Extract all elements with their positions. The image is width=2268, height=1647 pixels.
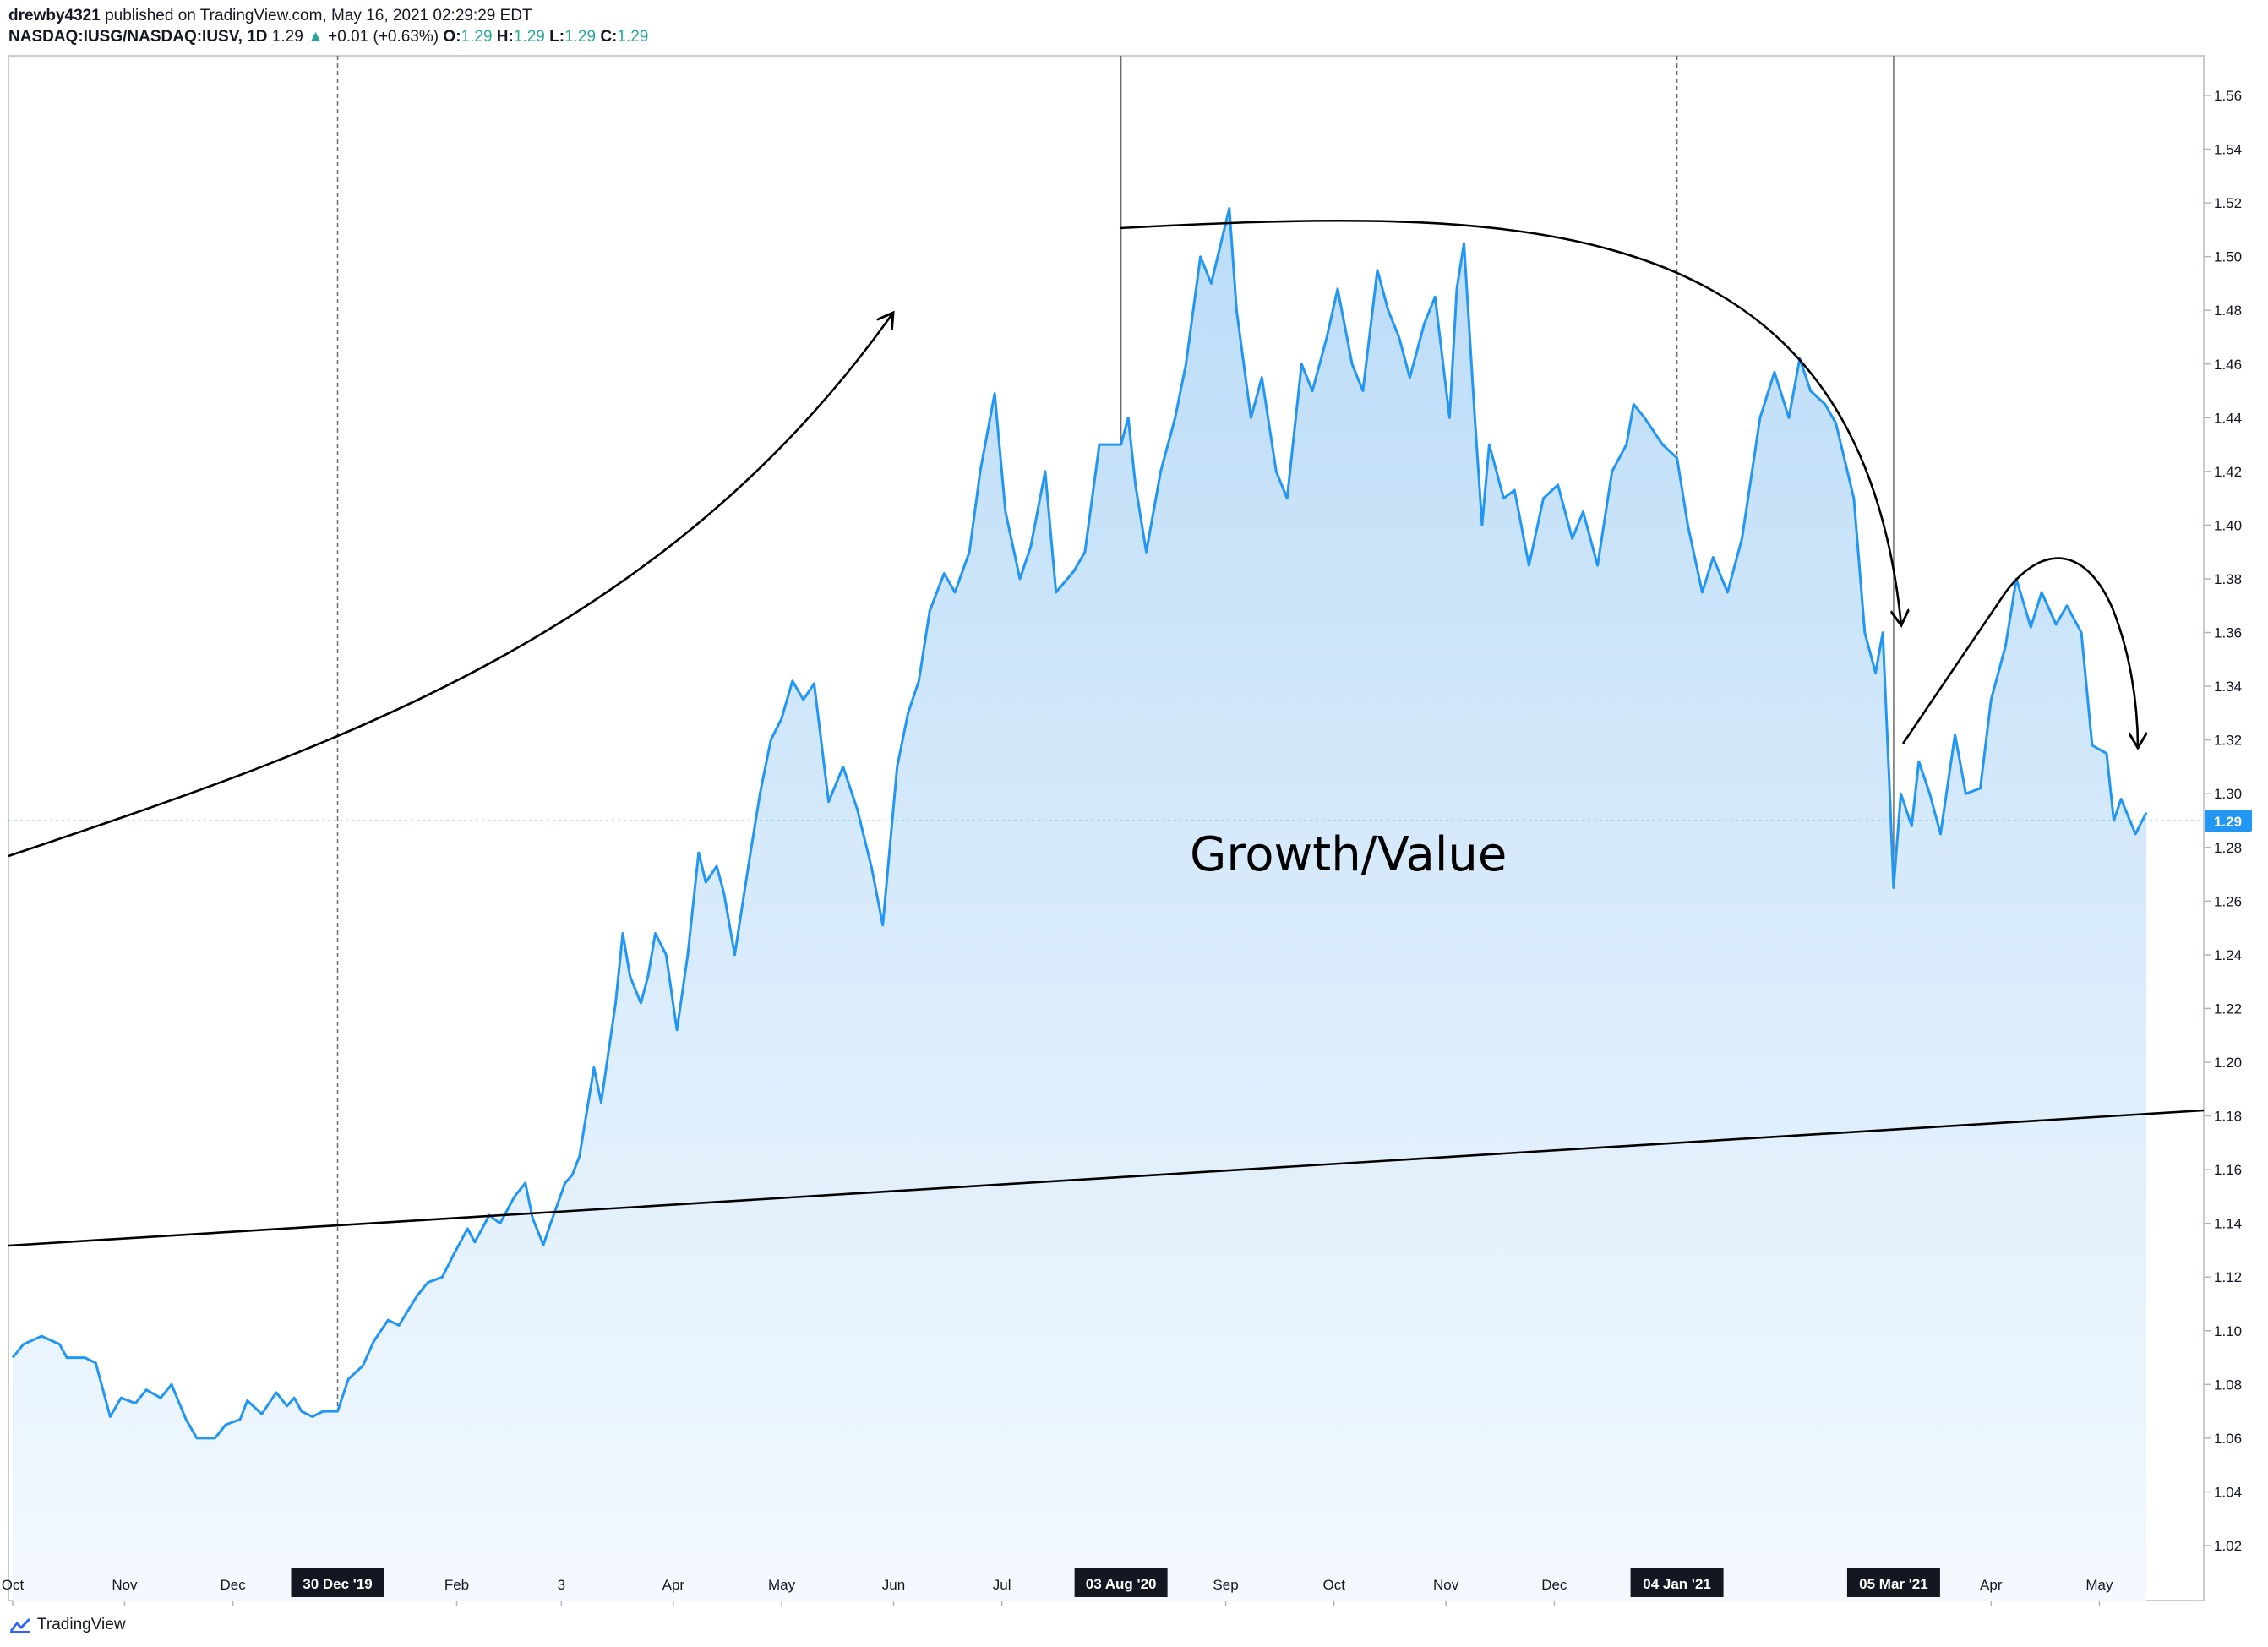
price-tick-label: 1.36 [2214, 625, 2242, 641]
date-markers: 30 Dec '19 03 Aug '20 04 Jan '21 05 Mar '21 [291, 1568, 1940, 1597]
last-price-badge [2205, 810, 2252, 832]
time-tick-label: Feb [444, 1577, 469, 1593]
price-tick-label: 1.54 [2214, 142, 2242, 158]
time-tick-label: Dec [1541, 1577, 1567, 1593]
price-tick-label: 1.38 [2214, 571, 2242, 587]
price-tick-label: 1.06 [2214, 1431, 2242, 1447]
uptrend-arrow[interactable] [8, 313, 893, 858]
price-tick-label: 1.22 [2214, 1001, 2242, 1017]
price-tick-label: 1.04 [2214, 1484, 2242, 1500]
price-tick-label: 1.40 [2214, 517, 2242, 533]
time-tick-label: Jul [993, 1577, 1011, 1593]
price-tick-label: 1.20 [2214, 1055, 2242, 1071]
time-axis[interactable]: Oct Nov Dec Feb 3 Apr May Jun Jul Sep Oct Nov Dec Apr… [2, 1577, 2113, 1606]
date-marker-badge [1074, 1568, 1168, 1597]
time-tick-label: Jun [882, 1577, 905, 1593]
date-marker-label: 05 Mar '21 [1859, 1576, 1928, 1592]
open-value: 1.29 [461, 28, 493, 46]
price-tick-label: 1.52 [2214, 195, 2242, 211]
price-tick-label: 1.26 [2214, 893, 2242, 909]
high-label: H: [496, 28, 514, 46]
time-tick-label: May [2085, 1577, 2113, 1593]
price-tick-label: 1.56 [2214, 88, 2242, 104]
rounding-top-arrow[interactable] [1119, 219, 1901, 625]
change-up-icon: ▲ [308, 28, 324, 46]
time-tick-label: 3 [558, 1577, 565, 1593]
support-trendline[interactable] [8, 1109, 2205, 1247]
price-tick-label: 1.24 [2214, 947, 2242, 963]
symbol-name[interactable]: NASDAQ:IUSG/NASDAQ:IUSV, 1D [8, 28, 268, 46]
publish-info: drewby4321 published on TradingView.com,… [8, 5, 532, 26]
growth-value-annotation[interactable]: Growth/Value [1190, 827, 1507, 882]
date-marker-label: 04 Jan '21 [1643, 1576, 1711, 1592]
open-label: O: [443, 28, 461, 46]
date-marker-badge [1846, 1568, 1940, 1597]
price-tick-label: 1.02 [2214, 1538, 2242, 1554]
high-value: 1.29 [513, 28, 545, 46]
last-price: 1.29 [271, 28, 303, 46]
symbol-legend: NASDAQ:IUSG/NASDAQ:IUSV, 1D 1.29 ▲ +0.01… [8, 26, 648, 47]
brand-name[interactable]: TradingView [37, 1616, 126, 1633]
annotations[interactable]: Growth/Value [8, 219, 2205, 1247]
last-price-tag: 1.29 [2205, 810, 2252, 832]
time-tick-label: Oct [2, 1577, 25, 1593]
price-tick-label: 1.46 [2214, 357, 2242, 373]
price-tick-label: 1.28 [2214, 840, 2242, 856]
date-marker-badge [1630, 1568, 1724, 1597]
rebound-arrow[interactable] [1901, 557, 2138, 748]
price-tick-label: 1.18 [2214, 1109, 2242, 1125]
time-tick-label: Nov [112, 1577, 138, 1593]
price-tick-label: 1.12 [2214, 1269, 2242, 1285]
price-tick-label: 1.10 [2214, 1323, 2242, 1339]
time-tick-label: Oct [1322, 1577, 1345, 1593]
published-text: published on TradingView.com, May 16, 20… [105, 7, 532, 25]
price-tick-label: 1.08 [2214, 1377, 2242, 1393]
price-tick-label: 1.16 [2214, 1162, 2242, 1178]
price-tick-label: 1.48 [2214, 303, 2242, 319]
date-marker-label: 03 Aug '20 [1086, 1576, 1157, 1592]
price-tick-label: 1.14 [2214, 1216, 2242, 1232]
low-label: L: [549, 28, 565, 46]
close-label: C: [600, 28, 618, 46]
date-marker-badge [291, 1568, 384, 1597]
time-tick-label: Dec [221, 1577, 247, 1593]
close-value: 1.29 [617, 28, 649, 46]
price-change: +0.01 (+0.63%) [328, 28, 439, 46]
time-tick-label: Nov [1433, 1577, 1459, 1593]
price-axis[interactable]: 1.02 1.04 1.06 1.08 1.10 1.12 1.14 1.16 1.18 1.20… [2204, 88, 2242, 1554]
low-value: 1.29 [564, 28, 597, 46]
time-tick-label: Apr [1980, 1577, 2003, 1593]
date-marker-label: 30 Dec '19 [303, 1576, 373, 1592]
chart-header: drewby4321 published on TradingView.com,… [8, 3, 2256, 49]
price-tick-label: 1.32 [2214, 733, 2242, 749]
footer: TradingView [8, 1612, 126, 1638]
last-price-badge-label: 1.29 [2214, 814, 2242, 830]
price-tick-label: 1.42 [2214, 464, 2242, 480]
time-tick-label: Apr [662, 1577, 685, 1593]
time-tick-label: Sep [1213, 1577, 1238, 1593]
publisher-name[interactable]: drewby4321 [8, 7, 101, 25]
price-tick-label: 1.34 [2214, 679, 2242, 695]
price-tick-label: 1.50 [2214, 249, 2242, 265]
area-fill [13, 208, 2146, 1601]
tradingview-logo-icon[interactable] [8, 1617, 32, 1633]
price-tick-label: 1.44 [2214, 410, 2242, 426]
price-line [11, 207, 2148, 1440]
time-tick-label: May [768, 1577, 796, 1593]
price-tick-label: 1.30 [2214, 786, 2242, 802]
